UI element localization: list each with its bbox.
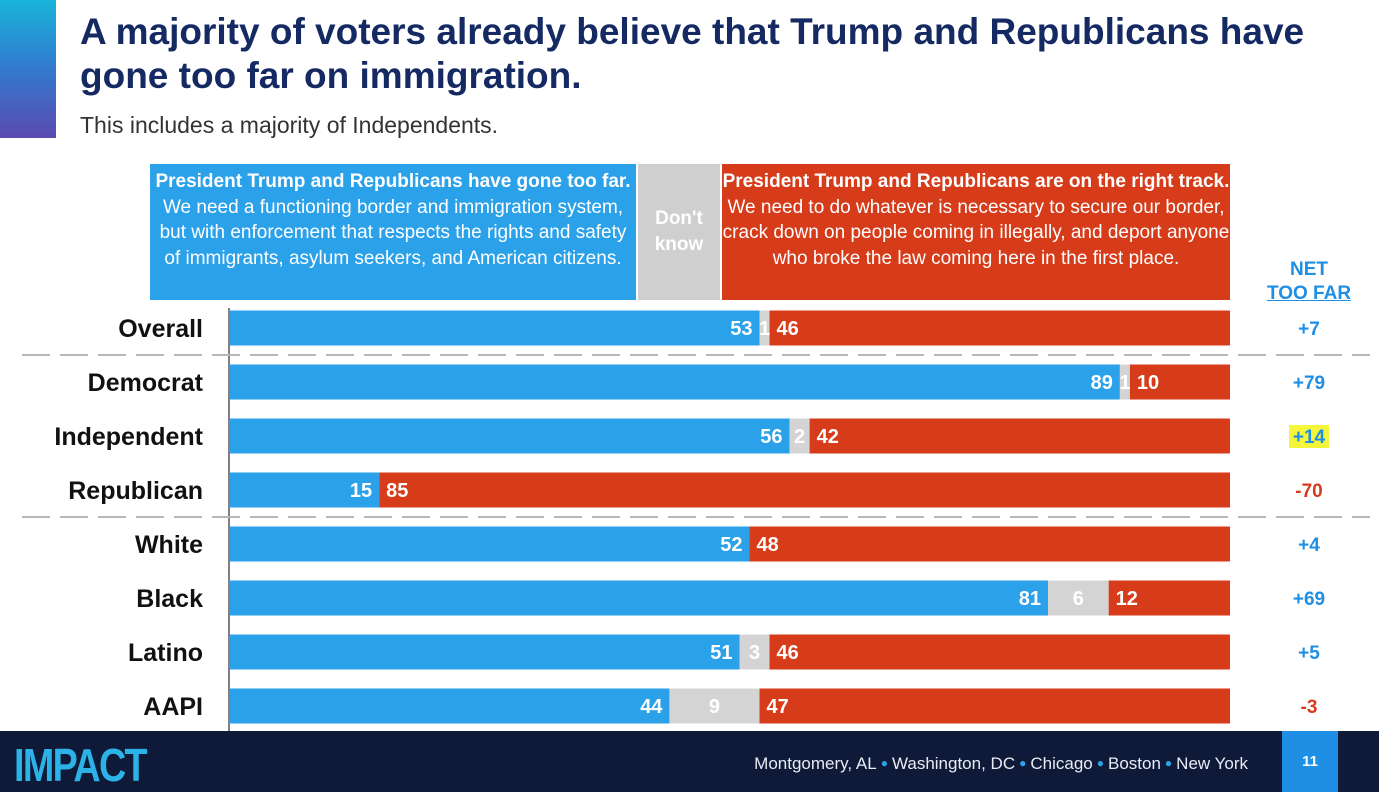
bar-dont-know	[759, 310, 770, 346]
bar-dont-know	[789, 418, 810, 454]
value-label-right-track: 46	[777, 642, 799, 664]
net-value: -3	[1301, 697, 1318, 718]
bar-right-track	[759, 688, 1230, 724]
location-new-york: New York	[1176, 754, 1248, 773]
bar-too-far	[229, 364, 1120, 400]
bar-too-far	[229, 472, 380, 508]
value-label-dont-know: 1	[1119, 372, 1130, 394]
value-label-too-far: 56	[760, 426, 782, 448]
footer	[0, 731, 1379, 792]
bar-too-far	[229, 688, 670, 724]
net-value: +5	[1298, 643, 1320, 664]
bar-right-track	[379, 472, 1230, 508]
value-label-too-far: 51	[710, 642, 732, 664]
row-label: Republican	[68, 477, 203, 505]
value-label-right-track: 42	[817, 426, 839, 448]
value-label-right-track: 46	[777, 318, 799, 340]
accent-bar	[0, 0, 56, 138]
value-label-too-far: 15	[350, 480, 372, 502]
value-label-too-far: 89	[1091, 372, 1113, 394]
location-chicago: Chicago	[1030, 754, 1093, 773]
page-subtitle: This includes a majority of Independents…	[80, 112, 499, 138]
bar-dont-know	[669, 688, 760, 724]
bar-dont-know	[739, 634, 770, 670]
value-label-dont-know: 9	[709, 696, 720, 718]
net-header-line2: TOO FAR	[1266, 283, 1352, 304]
header-too-far: President Trump and Republicans have gon…	[150, 164, 636, 300]
bullet-icon: ●	[1164, 756, 1173, 770]
bullet-icon: ●	[880, 756, 888, 770]
row-label: Black	[136, 585, 203, 613]
bar-too-far	[229, 634, 740, 670]
net-header-line1: NET	[1290, 259, 1328, 280]
value-label-too-far: 44	[640, 696, 663, 718]
value-label-right-track: 48	[757, 534, 779, 556]
location-montgomery: Montgomery, AL	[754, 754, 877, 773]
row-label: Democrat	[88, 369, 204, 397]
bar-dont-know	[1119, 364, 1130, 400]
value-label-too-far: 81	[1019, 588, 1041, 610]
impact-logo: IMPACT	[14, 739, 148, 791]
net-value: +69	[1293, 589, 1325, 610]
bar-right-track	[749, 526, 1230, 562]
value-label-too-far: 53	[730, 318, 752, 340]
row-label: White	[135, 531, 203, 559]
value-label-right-track: 10	[1137, 372, 1159, 394]
value-label-right-track: 12	[1116, 588, 1138, 610]
row-label: Independent	[54, 423, 203, 451]
value-label-dont-know: 3	[749, 642, 760, 664]
net-value: +7	[1298, 319, 1320, 340]
bullet-icon: ●	[1019, 756, 1027, 770]
bullet-icon: ●	[1096, 756, 1104, 770]
header-dont-know: Don't know	[638, 164, 720, 300]
value-label-right-track: 47	[767, 696, 789, 718]
bar-dont-know	[1048, 580, 1109, 616]
header-right-track-bold: President Trump and Republicans are on t…	[722, 171, 1230, 192]
location-washington: Washington, DC	[891, 754, 1016, 773]
row-label: Latino	[128, 639, 203, 667]
stacked-bar-chart: Overall 53 1 46 +7 Democrat 89 1 10 +79 Independen…	[22, 308, 1370, 731]
value-label-dont-know: 1	[759, 318, 770, 340]
net-value: +14	[1293, 427, 1326, 448]
header-right-track: President Trump and Republicans are on t…	[722, 164, 1230, 300]
value-label-right-track: 85	[386, 480, 408, 502]
bar-right-track	[1108, 580, 1230, 616]
bar-too-far	[229, 526, 750, 562]
office-locations: Montgomery, AL ● Washington, DC ● Chicago ● Bo…	[754, 754, 1248, 774]
net-value: +79	[1293, 373, 1325, 394]
page-title: A majority of voters already believe tha…	[80, 11, 1305, 96]
bar-too-far	[229, 310, 760, 346]
value-label-dont-know: 2	[794, 426, 805, 448]
bar-too-far	[229, 418, 790, 454]
net-too-far-header: NET TOO FAR	[1258, 258, 1360, 306]
value-label-dont-know: 6	[1073, 588, 1084, 610]
header-right-track-text: We need to do whatever is necessary to s…	[722, 196, 1230, 269]
header-too-far-text: We need a functioning border and immigra…	[159, 196, 627, 269]
row-label: Overall	[118, 315, 203, 343]
net-value: +4	[1298, 535, 1320, 556]
bar-right-track	[809, 418, 1230, 454]
bar-right-track	[769, 310, 1230, 346]
net-highlight	[1289, 425, 1329, 448]
value-label-too-far: 52	[720, 534, 742, 556]
bar-right-track	[1129, 364, 1230, 400]
net-value: -70	[1295, 481, 1322, 502]
header-too-far-bold: President Trump and Republicans have gon…	[155, 171, 631, 192]
row-label: AAPI	[143, 693, 203, 721]
location-boston: Boston	[1107, 754, 1161, 773]
bar-too-far	[229, 580, 1048, 616]
bar-right-track	[769, 634, 1230, 670]
page-number: 11	[1282, 731, 1338, 792]
